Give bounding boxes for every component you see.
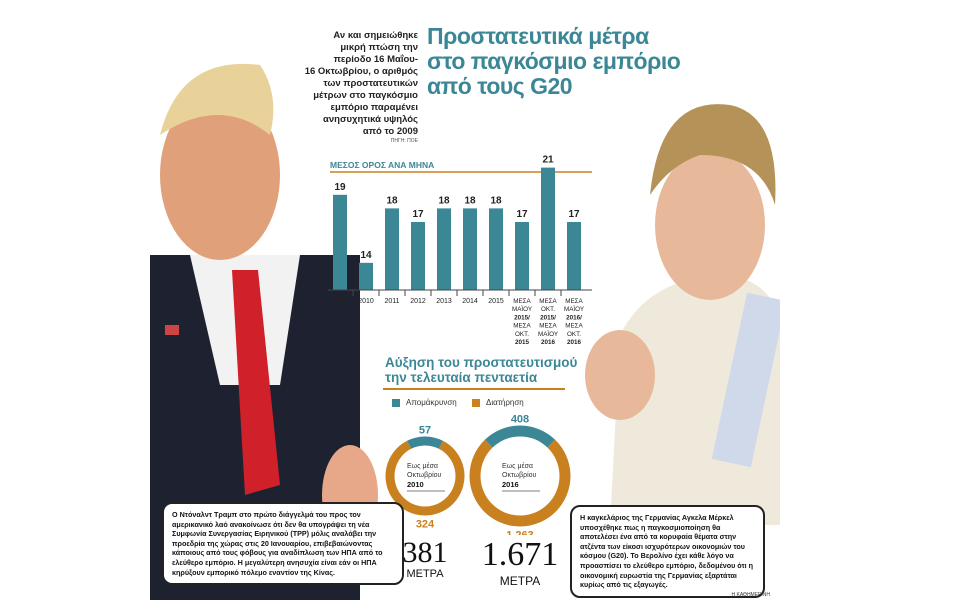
donut-section-title: Αύξηση του προστατευτισμού την τελευταία… — [385, 355, 577, 385]
bar-value-label: 21 — [542, 155, 554, 166]
bar — [411, 222, 425, 290]
legend-kept: Διατήρηση — [472, 398, 524, 407]
total-2010: 381 — [402, 536, 448, 569]
removed-value: 57 — [419, 425, 431, 437]
title-line: την τελευταία πενταετία — [385, 370, 538, 385]
category-label: ΟΚΤ. — [541, 306, 555, 313]
category-label: ΜΑΪΟΥ — [512, 305, 533, 313]
category-label: 2011 — [384, 298, 399, 305]
category-label: 2012 — [410, 298, 426, 305]
donut-label: Οκτωβρίου — [502, 471, 537, 479]
merkel-photo — [585, 104, 780, 525]
trump-caption: Ο Ντόναλντ Τραμπ στο πρώτο διάγγελμά του… — [162, 502, 404, 586]
bar-value-label: 18 — [464, 195, 476, 206]
intro-line: των προστατευτικών — [323, 78, 418, 89]
intro-text: Αν και σημειώθηκε μικρή πτώση την περίοδ… — [290, 30, 418, 138]
donut-label: Εως μέσα — [502, 462, 533, 470]
legend-label: Απομάκρυνση — [406, 398, 457, 407]
unit-2010: ΜΕΤΡΑ — [406, 568, 444, 580]
category-label: 2015 — [515, 339, 530, 346]
legend-swatch — [392, 398, 400, 407]
donut-year: 2016 — [502, 480, 519, 489]
divider — [383, 388, 565, 390]
intro-line: μέτρων στο παγκόσμιο — [313, 90, 418, 101]
credit: Η ΚΑΘΗΜΕΡΙΝΗ — [731, 592, 770, 598]
bar-value-label: 18 — [438, 195, 450, 206]
bar-value-label: 17 — [412, 209, 424, 220]
bar-value-label: 19 — [334, 182, 346, 193]
unit-2016: ΜΕΤΡΑ — [499, 574, 541, 588]
category-label: 2015 — [488, 298, 504, 305]
category-label: ΟΚΤ. — [515, 331, 529, 338]
bar-value-label: 17 — [516, 209, 528, 220]
intro-line: Αν και σημειώθηκε — [333, 30, 418, 41]
bar — [489, 208, 503, 290]
intro-line: 16 Οκτωβρίου, ο αριθμός — [304, 66, 418, 77]
donut-year: 2010 — [407, 480, 424, 489]
category-label: ΟΚΤ. — [567, 331, 581, 338]
bar-chart: ΜΕΣΟΣ ΟΡΟΣ ΑΝΑ ΜΗΝΑ 19 2009 14 2010 18 2011 17 2… — [328, 155, 592, 346]
intro-line: μικρή πτώση την — [340, 42, 418, 53]
total-2016: 1.671 — [481, 536, 559, 573]
page-title: Προστατευτικά μέτρα στο παγκόσμιο εμπόρι… — [427, 23, 681, 99]
bar — [463, 208, 477, 290]
donut-slice-kept — [469, 439, 571, 527]
category-label: 2015/ — [540, 314, 556, 321]
donut-label: Εως μέσα — [407, 462, 438, 470]
category-label: ΜΕΣΑ — [565, 298, 583, 305]
donut-slice-removed — [484, 425, 556, 448]
category-label: 2016/ — [566, 314, 582, 321]
title-line: Αύξηση του προστατευτισμού — [385, 355, 578, 370]
bar — [385, 208, 399, 290]
kept-value: 1.263 — [506, 530, 534, 536]
source: ΠΗΓΗ: ΠΟΕ — [390, 138, 418, 144]
category-label: 2010 — [358, 298, 374, 305]
donut-slice-kept — [385, 440, 465, 516]
category-label: 2015/ — [514, 314, 530, 321]
merkel-caption: Η καγκελάριος της Γερμανίας Αγκελα Μέρκε… — [570, 505, 765, 598]
title-line: Προστατευτικά μέτρα — [427, 23, 649, 49]
bar — [359, 262, 373, 290]
category-label: 2009 — [332, 298, 348, 305]
removed-value: 408 — [511, 414, 529, 426]
category-label: 2016 — [567, 339, 582, 346]
legend-swatch — [472, 398, 480, 407]
category-label: ΜΕΣΑ — [513, 323, 531, 330]
intro-line: από το 2009 — [362, 126, 418, 137]
category-label: ΜΕΣΑ — [565, 323, 583, 330]
bar-value-label: 18 — [386, 195, 398, 206]
category-label: ΜΑΪΟΥ — [564, 305, 585, 313]
kept-value: 324 — [416, 519, 435, 531]
legend-label: Διατήρηση — [486, 398, 524, 407]
category-label: 2014 — [462, 298, 478, 305]
title-line: στο παγκόσμιο εμπόριο — [427, 48, 681, 74]
category-label: ΜΕΣΑ — [539, 323, 557, 330]
bar — [567, 222, 581, 290]
bar-value-label: 18 — [490, 195, 502, 206]
bar — [437, 208, 451, 290]
legend-removed: Απομάκρυνση — [392, 398, 457, 407]
intro-line: εμπόριο παραμένει — [330, 102, 418, 113]
category-label: ΜΑΪΟΥ — [538, 330, 559, 338]
chart-title: ΜΕΣΟΣ ΟΡΟΣ ΑΝΑ ΜΗΝΑ — [330, 160, 434, 170]
bar — [515, 222, 529, 290]
bar — [333, 194, 347, 290]
category-label: ΜΕΣΑ — [539, 298, 557, 305]
intro-line: περίοδο 16 Μαΐου- — [333, 54, 418, 65]
bar-value-label: 17 — [568, 209, 580, 220]
category-label: 2016 — [541, 339, 556, 346]
category-label: 2013 — [436, 298, 452, 305]
donut-label: Οκτωβρίου — [407, 471, 442, 479]
category-label: ΜΕΣΑ — [513, 298, 531, 305]
title-line: από τους G20 — [427, 73, 573, 99]
bar — [541, 167, 555, 290]
intro-line: ανησυχητικά υψηλός — [323, 114, 418, 125]
bar-value-label: 14 — [360, 250, 372, 261]
donut-slice-removed — [407, 436, 443, 449]
